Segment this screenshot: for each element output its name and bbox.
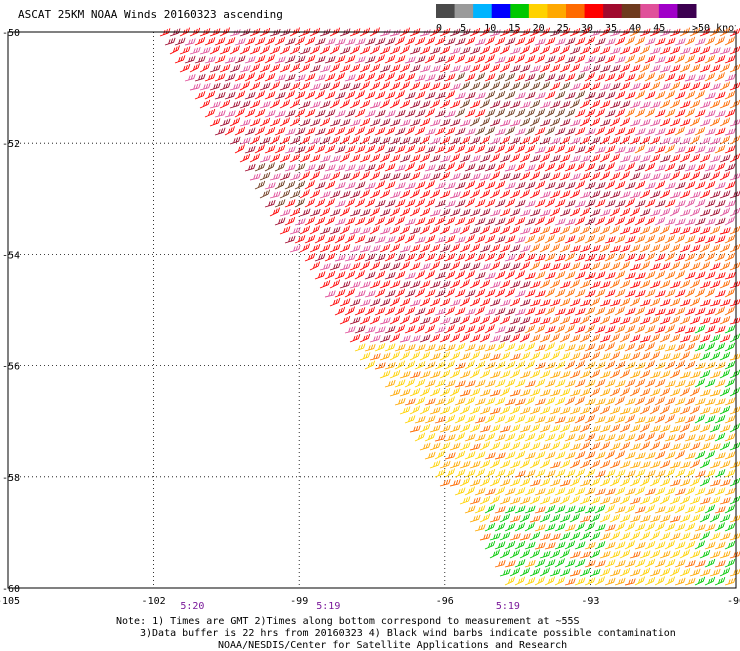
lon-tick-label: -105 — [0, 596, 20, 607]
lat-tick-label: -52 — [2, 139, 20, 150]
time-label: 5:19 — [316, 601, 340, 610]
time-label: 5:20 — [180, 601, 204, 610]
note-line-2: 3)Data buffer is 22 hrs from 20160323 4)… — [140, 628, 676, 639]
lat-tick-label: -56 — [2, 362, 20, 373]
lat-tick-label: -50 — [2, 28, 20, 39]
lon-tick-label: -96 — [436, 596, 454, 607]
lat-tick-label: -58 — [2, 473, 20, 484]
time-label: 5:19 — [496, 601, 520, 610]
wind-barbs — [160, 27, 740, 585]
lat-tick-label: -60 — [2, 584, 20, 595]
note-line-3: NOAA/NESDIS/Center for Satellite Applica… — [218, 640, 567, 651]
lon-tick-label: -90 — [727, 596, 740, 607]
lon-tick-label: -93 — [581, 596, 599, 607]
lon-tick-label: -99 — [290, 596, 308, 607]
note-line-1: Note: 1) Times are GMT 2)Times along bot… — [116, 616, 580, 627]
lon-tick-label: -102 — [142, 596, 166, 607]
lat-tick-label: -54 — [2, 250, 20, 261]
wind-map: -50 -52 -54 -56 -58 -60-105 -102 -99 -96 -93 -90 5:… — [0, 0, 740, 610]
